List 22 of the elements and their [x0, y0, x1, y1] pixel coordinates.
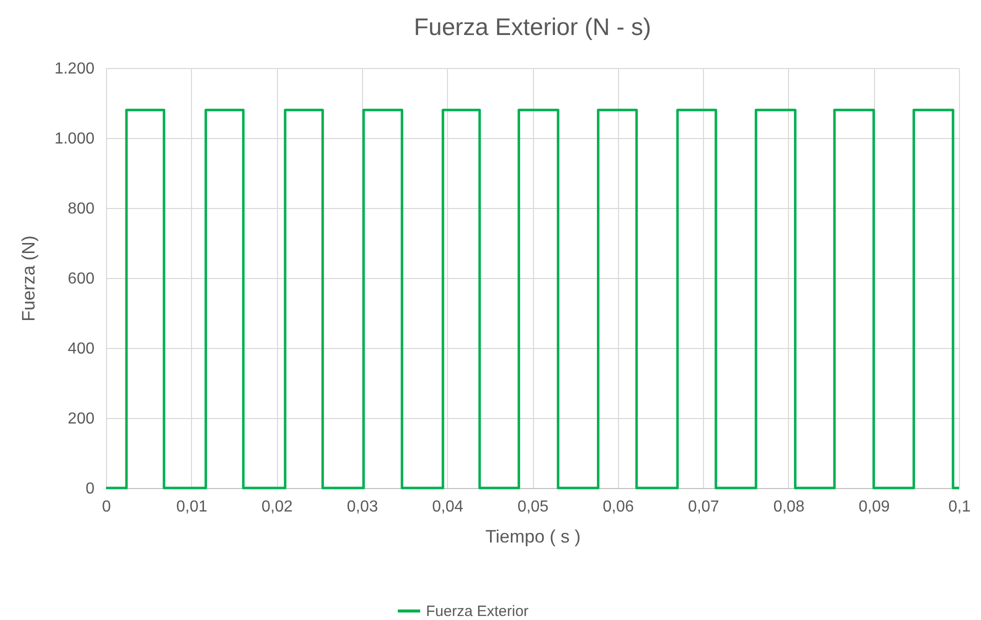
y-tick-label: 400	[68, 340, 95, 358]
x-tick-label: 0,02	[262, 498, 293, 516]
x-axis-title: Tiempo ( s )	[485, 526, 581, 546]
y-axis-title: Fuerza (N)	[18, 235, 38, 322]
chart-title: Fuerza Exterior (N - s)	[414, 14, 652, 41]
x-tick-label: 0,05	[517, 498, 549, 516]
y-tick-label: 1.000	[54, 130, 95, 148]
y-tick-label: 200	[68, 410, 95, 428]
x-tick-label: 0,06	[602, 498, 634, 516]
y-tick-label: 800	[68, 200, 95, 218]
y-tick-label: 1.200	[54, 60, 95, 78]
x-tick-label: 0,1	[948, 498, 971, 516]
x-tick-label: 0,04	[432, 498, 464, 516]
x-tick-label: 0	[102, 498, 112, 516]
x-tick-label: 0,03	[346, 498, 378, 516]
y-tick-label: 0	[86, 480, 95, 498]
x-tick-label: 0,09	[858, 498, 890, 516]
x-tick-label: 0,07	[688, 498, 720, 516]
x-tick-label: 0,08	[773, 498, 805, 516]
y-tick-label: 600	[68, 270, 95, 288]
x-tick-label: 0,01	[176, 498, 208, 516]
legend-label: Fuerza Exterior	[426, 603, 529, 620]
